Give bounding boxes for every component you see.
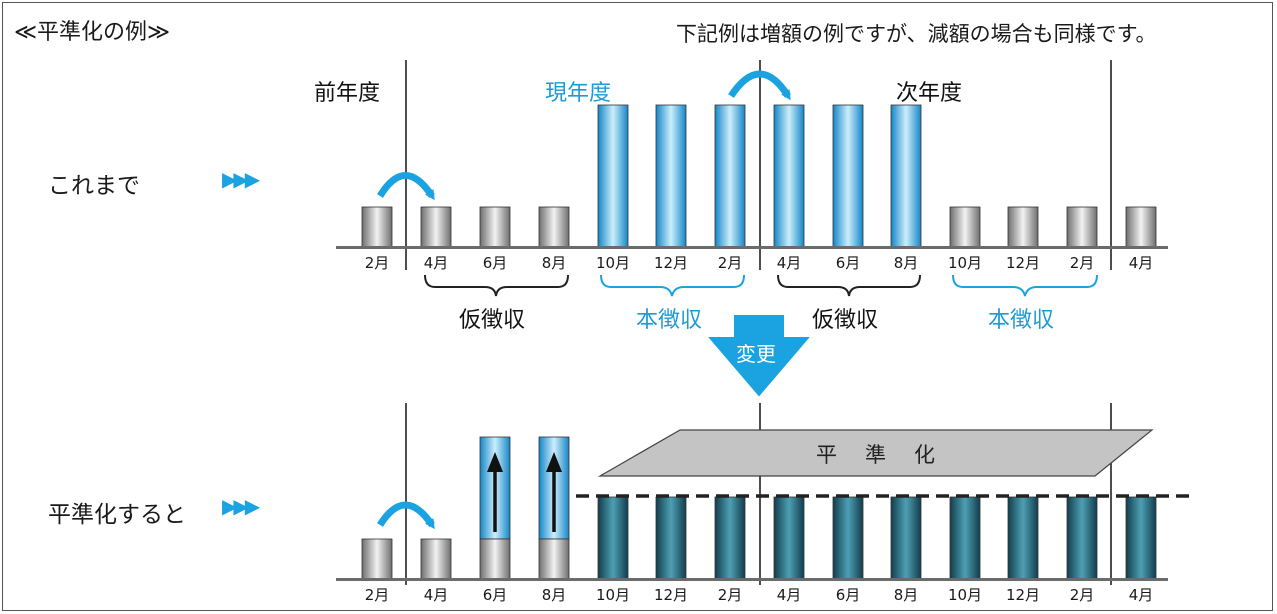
month-label: 2月	[364, 586, 390, 604]
month-label: 4月	[423, 586, 449, 604]
bracket-main	[952, 274, 1098, 297]
bar-low	[1007, 206, 1039, 248]
figure-title: ≪平準化の例≫	[14, 20, 171, 45]
bar-levelled	[655, 496, 687, 580]
bar-high	[832, 104, 864, 248]
year-label-previous: 前年度	[314, 81, 381, 106]
bracket-label-main-2: 本徴収	[988, 308, 1055, 333]
bar-low	[1066, 206, 1098, 248]
levelling-banner	[597, 429, 1154, 477]
month-label: 2月	[1069, 586, 1095, 604]
levelling-label: 平準化	[816, 443, 963, 467]
bar-high	[773, 104, 805, 248]
bar-low	[538, 206, 570, 248]
bracket-label-provisional-1: 仮徴収	[459, 308, 526, 333]
down-arrow-icon	[703, 313, 815, 400]
bar-raised-base	[479, 538, 511, 580]
month-label: 2月	[1069, 254, 1095, 272]
month-label: 10月	[947, 586, 983, 604]
bar-high	[890, 104, 922, 248]
month-label: 6月	[482, 586, 508, 604]
month-label: 2月	[717, 254, 743, 272]
triple-arrow-icon: ▶▶▶	[222, 167, 260, 191]
bracket-main	[600, 274, 745, 297]
triple-arrow-icon: ▶▶▶	[222, 494, 260, 518]
bar-low	[420, 206, 452, 248]
month-label: 6月	[482, 254, 508, 272]
month-label: 10月	[947, 254, 983, 272]
bar-levelled	[714, 496, 746, 580]
bar-low	[361, 538, 393, 580]
bar-high	[714, 104, 746, 248]
row-label-before: これまで	[48, 173, 140, 199]
bar-levelled	[773, 496, 805, 580]
bracket-label-provisional-2: 仮徴収	[812, 308, 879, 333]
up-arrow-head	[546, 452, 562, 472]
month-label: 10月	[595, 254, 631, 272]
month-label: 8月	[541, 254, 567, 272]
bar-high	[655, 104, 687, 248]
month-label: 8月	[893, 586, 919, 604]
bars-before	[361, 104, 1157, 248]
month-label: 4月	[1128, 254, 1154, 272]
month-label: 2月	[364, 254, 390, 272]
note-text: 下記例は増額の例ですが、減額の場合も同様です。	[676, 22, 1157, 46]
bar-low	[420, 538, 452, 580]
bar-low	[1125, 206, 1157, 248]
month-label: 4月	[423, 254, 449, 272]
month-label: 2月	[717, 586, 743, 604]
bar-levelled	[949, 496, 981, 580]
bracket-provisional	[777, 274, 921, 297]
month-label: 8月	[893, 254, 919, 272]
month-label: 12月	[653, 254, 689, 272]
bar-levelled	[1066, 496, 1098, 580]
bar-low	[949, 206, 981, 248]
bar-levelled	[832, 496, 864, 580]
bar-low	[361, 206, 393, 248]
baseline-after	[336, 578, 1168, 581]
year-label-current: 現年度	[545, 81, 612, 106]
month-label: 4月	[776, 586, 802, 604]
bar-levelled	[1007, 496, 1039, 580]
year-label-next: 次年度	[896, 81, 963, 106]
carryover-arrow-icon	[728, 70, 791, 101]
month-label: 4月	[1128, 586, 1154, 604]
bar-levelled	[1125, 496, 1157, 580]
bar-levelled	[890, 496, 922, 580]
bar-low	[479, 206, 511, 248]
month-label: 10月	[595, 586, 631, 604]
bar-raised-base	[538, 538, 570, 580]
up-arrow-head	[487, 452, 503, 472]
bar-levelled	[597, 496, 629, 580]
month-label: 12月	[1005, 254, 1041, 272]
change-label: 変更	[736, 342, 776, 366]
carryover-arrow-icon	[377, 501, 435, 530]
bar-high	[597, 104, 629, 248]
month-label: 6月	[835, 586, 861, 604]
month-label: 12月	[653, 586, 689, 604]
month-label: 4月	[776, 254, 802, 272]
month-label: 8月	[541, 586, 567, 604]
bracket-label-main-1: 本徴収	[636, 308, 703, 333]
month-label: 6月	[835, 254, 861, 272]
bracket-provisional	[424, 274, 569, 297]
carryover-arrow-icon	[377, 172, 435, 201]
month-label: 12月	[1005, 586, 1041, 604]
baseline-before	[336, 246, 1168, 249]
row-label-after: 平準化すると	[48, 502, 186, 528]
